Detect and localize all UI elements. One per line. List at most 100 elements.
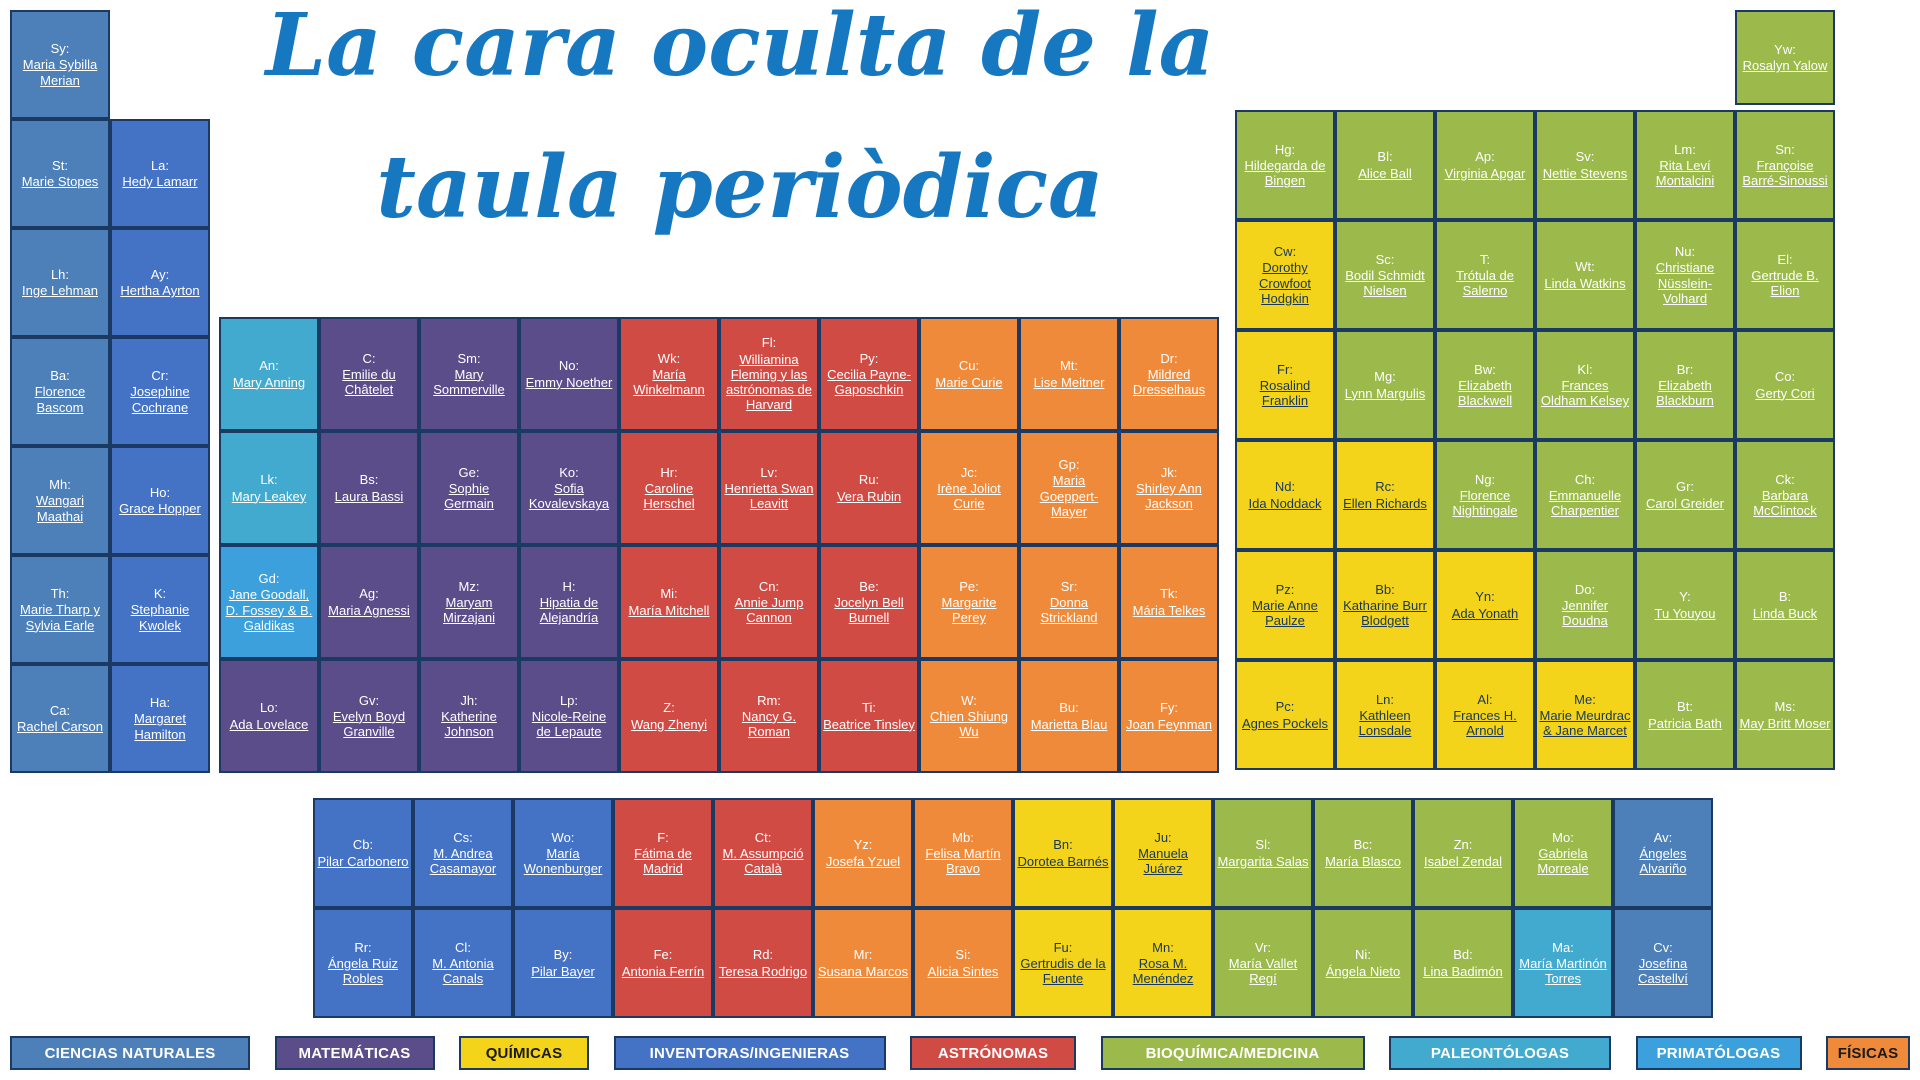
scientist-name-link[interactable]: Marietta Blau xyxy=(1030,716,1108,732)
scientist-name-link[interactable]: Dorotea Barnés xyxy=(1017,853,1109,869)
scientist-name-link[interactable]: Katharine Burr Blodgett xyxy=(1343,597,1427,629)
scientist-name-link[interactable]: Jane Goodall, D. Fossey & B. Galdikas xyxy=(225,587,313,633)
scientist-name-link[interactable]: Mary Sommerville xyxy=(433,366,505,398)
scientist-name-link[interactable]: Kathleen Lonsdale xyxy=(1358,707,1412,739)
scientist-name-link[interactable]: Hertha Ayrton xyxy=(120,283,200,298)
scientist-name-link[interactable]: Marie Anne Paulze xyxy=(1252,597,1318,629)
scientist-name-link[interactable]: Hipatia de Alejandría xyxy=(539,594,599,626)
scientist-name-link[interactable]: Caroline Herschel xyxy=(643,480,695,512)
scientist-name-link[interactable]: Rosa M. Menéndez xyxy=(1132,955,1194,987)
scientist-name-link[interactable]: Elizabeth Blackburn xyxy=(1656,377,1714,409)
scientist-name-link[interactable]: Laura Bassi xyxy=(334,488,404,504)
scientist-name-link[interactable]: Françoise Barré-Sinoussi xyxy=(1742,157,1828,189)
scientist-name-link[interactable]: Sofia Kovalevskaya xyxy=(528,480,610,512)
scientist-name-link[interactable]: Mildred Dresselhaus xyxy=(1132,366,1206,398)
scientist-name-link[interactable]: Shirley Ann Jackson xyxy=(1136,480,1202,512)
scientist-name-link[interactable]: Frances Oldham Kelsey xyxy=(1540,377,1630,409)
scientist-name-link[interactable]: Chien Shiung Wu xyxy=(929,708,1009,740)
scientist-name-link[interactable]: Margarite Perey xyxy=(941,594,997,626)
scientist-name-link[interactable]: Ángeles Alvariño xyxy=(1639,845,1687,877)
scientist-name-link[interactable]: Rachel Carson xyxy=(17,719,103,734)
scientist-name-link[interactable]: Linda Watkins xyxy=(1544,275,1626,291)
scientist-name-link[interactable]: Evelyn Boyd Granville xyxy=(332,708,406,740)
scientist-name-link[interactable]: Emmanuelle Charpentier xyxy=(1548,487,1622,519)
scientist-name-link[interactable]: Manuela Juárez xyxy=(1138,845,1188,877)
scientist-name-link[interactable]: Gabriela Morreale xyxy=(1537,845,1589,877)
scientist-name-link[interactable]: Inge Lehman xyxy=(22,283,98,298)
scientist-name-link[interactable]: Josefa Yzuel xyxy=(825,853,901,869)
scientist-name-link[interactable]: Mária Telkes xyxy=(1132,602,1206,618)
scientist-name-link[interactable]: Nancy G. Roman xyxy=(741,708,797,740)
scientist-name-link[interactable]: Florence Nightingale xyxy=(1452,487,1518,519)
scientist-name-link[interactable]: Irène Joliot Curie xyxy=(937,480,1001,512)
scientist-name-link[interactable]: Marie Tharp y Sylvia Earle xyxy=(20,602,100,633)
scientist-name-link[interactable]: Donna Strickland xyxy=(1040,594,1098,626)
scientist-name-link[interactable]: Mary Anning xyxy=(232,374,306,390)
scientist-name-link[interactable]: Florence Bascom xyxy=(34,384,86,415)
scientist-name-link[interactable]: Sophie Germain xyxy=(444,480,494,512)
scientist-name-link[interactable]: Marie Curie xyxy=(935,374,1003,390)
scientist-name-link[interactable]: Emilie du Châtelet xyxy=(342,366,396,398)
scientist-name-link[interactable]: Rosalyn Yalow xyxy=(1742,58,1828,73)
scientist-name-link[interactable]: Jocelyn Bell Burnell xyxy=(834,594,904,626)
scientist-name-link[interactable]: Maryam Mirzajani xyxy=(442,594,495,626)
scientist-name-link[interactable]: María Martinón Torres xyxy=(1519,955,1607,987)
scientist-name-link[interactable]: Felisa Martín Bravo xyxy=(925,845,1001,877)
scientist-name-link[interactable]: Fátima de Madrid xyxy=(634,845,692,877)
scientist-name-link[interactable]: Elizabeth Blackwell xyxy=(1457,377,1513,409)
scientist-name-link[interactable]: Annie Jump Cannon xyxy=(734,594,804,626)
scientist-name-link[interactable]: Marie Stopes xyxy=(21,174,99,189)
scientist-name-link[interactable]: Ellen Richards xyxy=(1343,495,1427,511)
scientist-name-link[interactable]: Carol Greider xyxy=(1645,495,1725,511)
scientist-name-link[interactable]: Virginia Apgar xyxy=(1444,165,1526,181)
scientist-name-link[interactable]: Susana Marcos xyxy=(817,963,909,979)
scientist-name-link[interactable]: Rosalind Franklin xyxy=(1259,377,1311,409)
scientist-name-link[interactable]: Pilar Carbonero xyxy=(317,853,409,869)
scientist-name-link[interactable]: Lise Meitner xyxy=(1033,374,1105,390)
scientist-name-link[interactable]: Ida Noddack xyxy=(1248,495,1322,511)
scientist-name-link[interactable]: Jennifer Doudna xyxy=(1561,597,1609,629)
scientist-name-link[interactable]: Tu Youyou xyxy=(1654,605,1716,621)
scientist-name-link[interactable]: Frances H. Arnold xyxy=(1453,707,1517,739)
scientist-name-link[interactable]: Teresa Rodrigo xyxy=(718,963,808,979)
scientist-name-link[interactable]: Bodil Schmidt Nielsen xyxy=(1345,267,1425,299)
scientist-name-link[interactable]: Hedy Lamarr xyxy=(122,174,198,189)
scientist-name-link[interactable]: Agnes Pockels xyxy=(1242,715,1328,731)
scientist-name-link[interactable]: Cecilia Payne-Gaposchkin xyxy=(827,366,911,398)
scientist-name-link[interactable]: Hildegarda de Bingen xyxy=(1244,157,1326,189)
scientist-name-link[interactable]: Gertrude B. Elion xyxy=(1751,267,1819,299)
scientist-name-link[interactable]: Josefina Castellví xyxy=(1638,955,1688,987)
scientist-name-link[interactable]: Ángela Ruiz Robles xyxy=(327,955,399,987)
scientist-name-link[interactable]: Vera Rubin xyxy=(836,488,902,504)
scientist-name-link[interactable]: Trótula de Salerno xyxy=(1455,267,1515,299)
scientist-name-link[interactable]: Wang Zhenyi xyxy=(630,716,708,732)
scientist-name-link[interactable]: Gerty Cori xyxy=(1755,385,1815,401)
scientist-name-link[interactable]: Maria Goeppert-Mayer xyxy=(1039,473,1099,519)
scientist-name-link[interactable]: Beatrice Tinsley xyxy=(823,716,915,732)
scientist-name-link[interactable]: Ada Yonath xyxy=(1451,605,1519,621)
scientist-name-link[interactable]: Rita Leví Montalcini xyxy=(1655,157,1715,189)
scientist-name-link[interactable]: Grace Hopper xyxy=(119,501,201,516)
scientist-name-link[interactable]: Emmy Noether xyxy=(525,374,613,390)
scientist-name-link[interactable]: M. Assumpció Català xyxy=(722,845,804,877)
scientist-name-link[interactable]: Stephanie Kwolek xyxy=(130,602,190,633)
scientist-name-link[interactable]: Gertrudis de la Fuente xyxy=(1020,955,1106,987)
scientist-name-link[interactable]: Isabel Zendal xyxy=(1423,853,1503,869)
scientist-name-link[interactable]: Marie Meurdrac & Jane Marcet xyxy=(1539,707,1631,739)
scientist-name-link[interactable]: Lina Badimón xyxy=(1423,963,1503,979)
scientist-name-link[interactable]: Margarita Salas xyxy=(1217,853,1309,869)
scientist-name-link[interactable]: María Wonenburger xyxy=(523,845,603,877)
scientist-name-link[interactable]: Nicole-Reine de Lepaute xyxy=(531,708,607,740)
scientist-name-link[interactable]: Maria Sybilla Merian xyxy=(22,57,98,88)
scientist-name-link[interactable]: Henrietta Swan Leavitt xyxy=(724,480,814,512)
scientist-name-link[interactable]: Josephine Cochrane xyxy=(130,384,190,415)
scientist-name-link[interactable]: María Vallet Regí xyxy=(1228,955,1298,987)
scientist-name-link[interactable]: Williamina Fleming y las astrónomas de H… xyxy=(726,351,812,413)
scientist-name-link[interactable]: Katherine Johnson xyxy=(441,708,497,740)
scientist-name-link[interactable]: Antonia Ferrín xyxy=(621,963,705,979)
scientist-name-link[interactable]: Ángela Nieto xyxy=(1325,963,1401,979)
scientist-name-link[interactable]: May Britt Moser xyxy=(1739,715,1831,731)
scientist-name-link[interactable]: M. Andrea Casamayor xyxy=(429,845,497,877)
scientist-name-link[interactable]: Pilar Bayer xyxy=(531,963,595,979)
scientist-name-link[interactable]: María Blasco xyxy=(1325,853,1401,869)
